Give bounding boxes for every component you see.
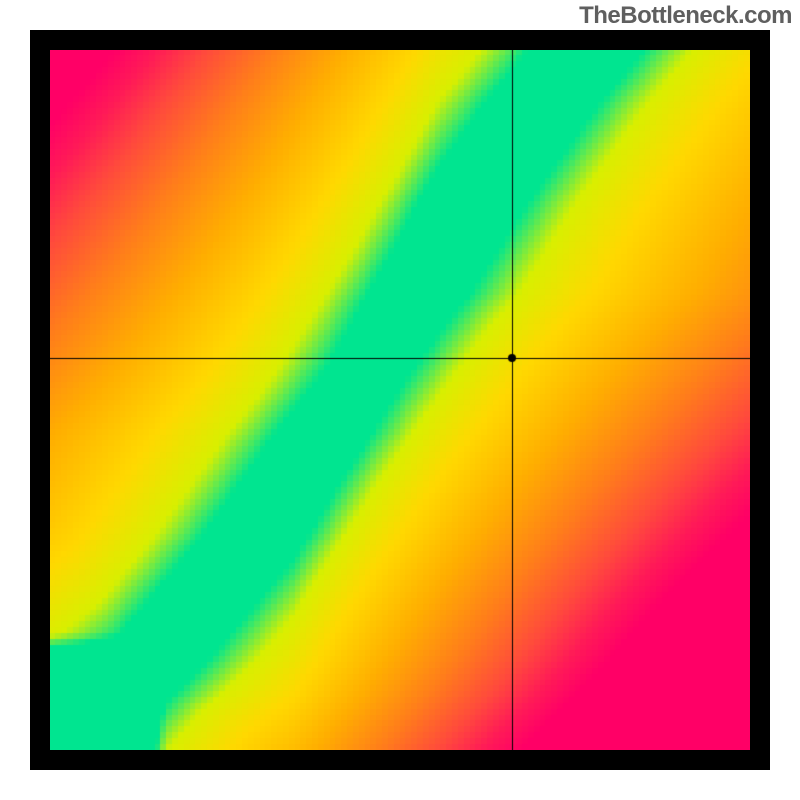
chart-container: TheBottleneck.com	[0, 0, 800, 800]
heatmap-canvas	[50, 50, 750, 750]
heatmap-plot	[50, 50, 750, 750]
watermark-text: TheBottleneck.com	[579, 2, 792, 30]
